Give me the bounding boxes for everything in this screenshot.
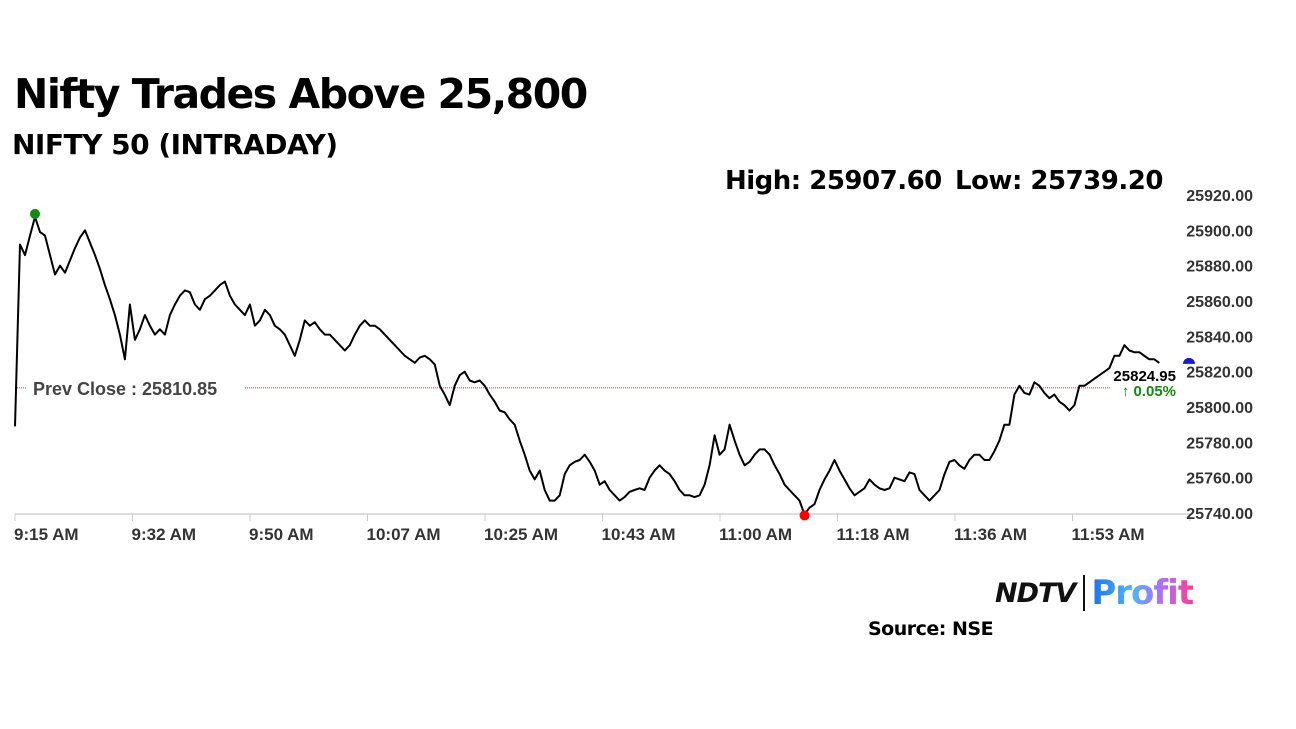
- x-tick-label: 9:32 AM: [132, 525, 197, 544]
- prev-close-label-bg: [26, 376, 244, 399]
- price-series-line: [14, 215, 1160, 516]
- chart-title: Nifty Trades Above 25,800: [14, 70, 588, 118]
- x-tick-label: 9:50 AM: [249, 525, 314, 544]
- x-tick-label: 11:00 AM: [719, 525, 792, 544]
- day-low-label: Low: 25739.20: [955, 166, 1163, 196]
- logo-ndtv-text: NDTV: [995, 577, 1076, 609]
- y-tick-label: 25900.00: [1186, 223, 1253, 240]
- change-percent-label: ↑ 0.05%: [1122, 383, 1176, 400]
- ndtv-profit-logo: NDTV Profit: [995, 572, 1194, 614]
- x-tick-label: 10:25 AM: [484, 525, 558, 544]
- last-price-marker: [1183, 357, 1195, 364]
- y-tick-label: 25840.00: [1186, 329, 1253, 346]
- y-tick-label: 25760.00: [1186, 471, 1253, 488]
- y-tick-label: 25740.00: [1186, 506, 1253, 523]
- y-tick-label: 25780.00: [1186, 435, 1253, 452]
- y-tick-label: 25820.00: [1186, 365, 1253, 382]
- x-tick-label: 11:18 AM: [837, 525, 910, 544]
- x-tick-label: 11:36 AM: [954, 525, 1027, 544]
- x-tick-label: 10:43 AM: [602, 525, 676, 544]
- prev-close-label: Prev Close : 25810.85: [33, 379, 217, 399]
- day-low-marker: [799, 510, 810, 521]
- logo-divider: [1083, 575, 1086, 611]
- y-tick-label: 25920.00: [1186, 188, 1253, 205]
- x-tick-label: 11:53 AM: [1072, 525, 1145, 544]
- day-high-marker: [29, 208, 40, 219]
- last-price-label: 25824.95: [1113, 368, 1176, 385]
- x-tick-label: 10:07 AM: [367, 525, 441, 544]
- x-tick-label: 9:15 AM: [14, 525, 79, 544]
- chart-subtitle: NIFTY 50 (INTRADAY): [12, 128, 338, 161]
- day-high-label: High: 25907.60: [725, 166, 942, 196]
- y-tick-label: 25860.00: [1186, 294, 1253, 311]
- y-tick-label: 25800.00: [1186, 400, 1253, 417]
- y-tick-label: 25880.00: [1186, 259, 1253, 276]
- logo-profit-text: Profit: [1091, 573, 1194, 613]
- source-label: Source: NSE: [868, 618, 994, 640]
